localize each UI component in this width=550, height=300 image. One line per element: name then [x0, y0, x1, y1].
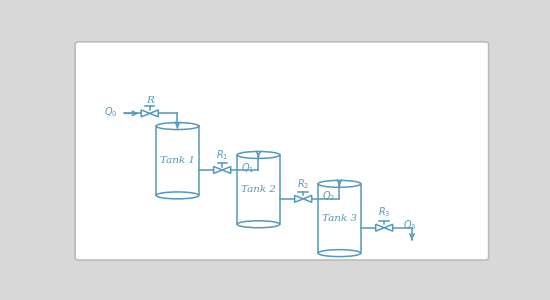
- Ellipse shape: [318, 180, 361, 187]
- Polygon shape: [222, 167, 231, 173]
- Polygon shape: [376, 224, 384, 231]
- Polygon shape: [141, 110, 150, 117]
- Polygon shape: [384, 224, 393, 231]
- Ellipse shape: [156, 192, 199, 199]
- Polygon shape: [295, 195, 303, 202]
- Text: $R_1$: $R_1$: [216, 148, 228, 162]
- Text: Tank 2: Tank 2: [241, 185, 276, 194]
- Ellipse shape: [318, 250, 361, 256]
- Polygon shape: [213, 167, 222, 173]
- Polygon shape: [150, 110, 158, 117]
- Text: $Q_2$: $Q_2$: [322, 190, 335, 203]
- Text: $Q_3$: $Q_3$: [403, 218, 416, 232]
- Ellipse shape: [237, 152, 280, 158]
- Text: $Q_0$: $Q_0$: [104, 105, 118, 119]
- Text: $R_2$: $R_2$: [297, 177, 309, 190]
- Ellipse shape: [237, 221, 280, 228]
- Text: R: R: [146, 96, 153, 105]
- Polygon shape: [303, 195, 312, 202]
- FancyBboxPatch shape: [75, 42, 488, 260]
- Text: Tank 3: Tank 3: [322, 214, 357, 223]
- Text: $Q_1$: $Q_1$: [241, 161, 254, 175]
- Ellipse shape: [156, 123, 199, 130]
- Text: $R_3$: $R_3$: [378, 206, 390, 219]
- Text: Tank 1: Tank 1: [160, 156, 195, 165]
